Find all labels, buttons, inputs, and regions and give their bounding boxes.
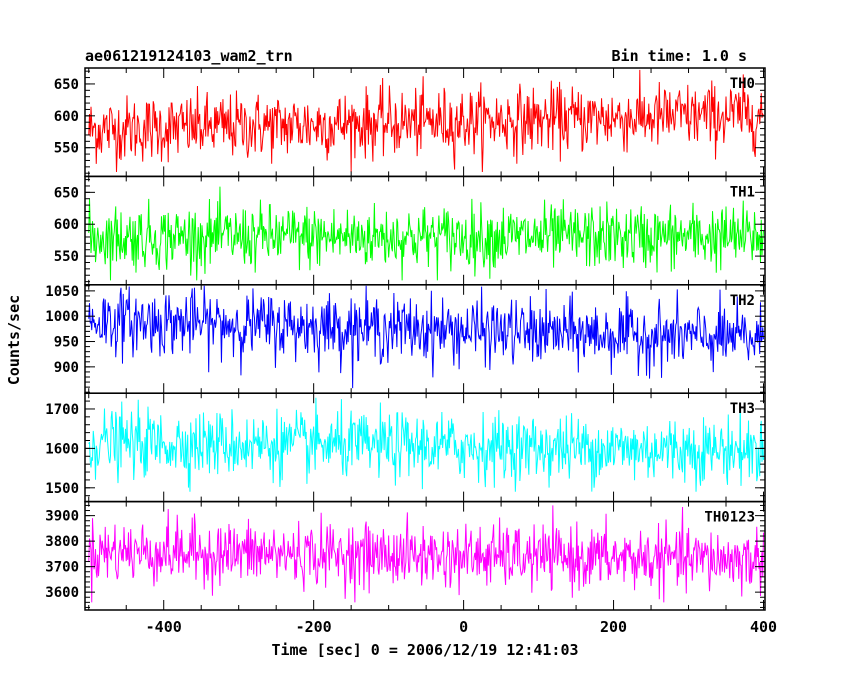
- series-line-th3: [88, 397, 764, 492]
- y-tick-label: 600: [54, 217, 79, 233]
- y-tick-label: 600: [54, 109, 79, 125]
- x-tick-label: -400: [146, 618, 182, 636]
- x-axis-label: Time [sec] 0 = 2006/12/19 12:41:03: [271, 641, 578, 659]
- y-tick-label: 950: [54, 335, 79, 351]
- y-tick-label: 3800: [45, 534, 79, 550]
- panel-name-label: TH1: [730, 184, 755, 200]
- panel-th1: 550 600 650 TH1: [54, 175, 766, 286]
- x-tick-label: 400: [750, 618, 777, 636]
- y-tick-label: 3600: [45, 585, 79, 601]
- plot-title: ae061219124103_wam2_trn: [85, 47, 293, 65]
- y-tick-label: 550: [54, 141, 79, 157]
- series-line-th0123: [88, 505, 764, 603]
- panel-name-label: TH2: [730, 293, 755, 309]
- panels-group: 550 600 650 TH0 550 600 650 TH1 900 950 1000 1050 TH…: [45, 67, 777, 636]
- y-tick-label: 3900: [45, 509, 79, 525]
- y-tick-label: 650: [54, 185, 79, 201]
- series-line-th0: [88, 69, 764, 172]
- x-tick-label: 0: [459, 618, 468, 636]
- x-tick-label: -200: [296, 618, 332, 636]
- y-tick-label: 3700: [45, 560, 79, 576]
- panel-name-label: TH0: [730, 76, 755, 92]
- y-tick-label: 1050: [45, 284, 79, 300]
- bin-time-label: Bin time: 1.0 s: [612, 47, 747, 65]
- series-line-th2: [88, 285, 764, 389]
- y-tick-label: 1700: [45, 402, 79, 418]
- panel-th0123: 3600 3700 3800 3900 TH0123: [45, 500, 766, 611]
- series-line-th1: [88, 186, 764, 281]
- y-tick-label: 1500: [45, 481, 79, 497]
- panel-name-label: TH0123: [704, 510, 755, 526]
- panel-th2: 900 950 1000 1050 TH2: [45, 284, 766, 394]
- y-tick-label: 900: [54, 360, 79, 376]
- x-tick-label: 200: [600, 618, 627, 636]
- y-tick-label: 1600: [45, 441, 79, 457]
- y-tick-label: 1000: [45, 309, 79, 325]
- panel-name-label: TH3: [730, 401, 755, 417]
- panel-th0: 550 600 650 TH0: [54, 67, 766, 178]
- panel-th3: 1500 1600 1700 TH3: [45, 392, 766, 503]
- panel-frame: [84, 500, 766, 611]
- y-axis-label: Counts/sec: [5, 295, 23, 385]
- y-tick-label: 650: [54, 77, 79, 93]
- y-tick-label: 550: [54, 249, 79, 265]
